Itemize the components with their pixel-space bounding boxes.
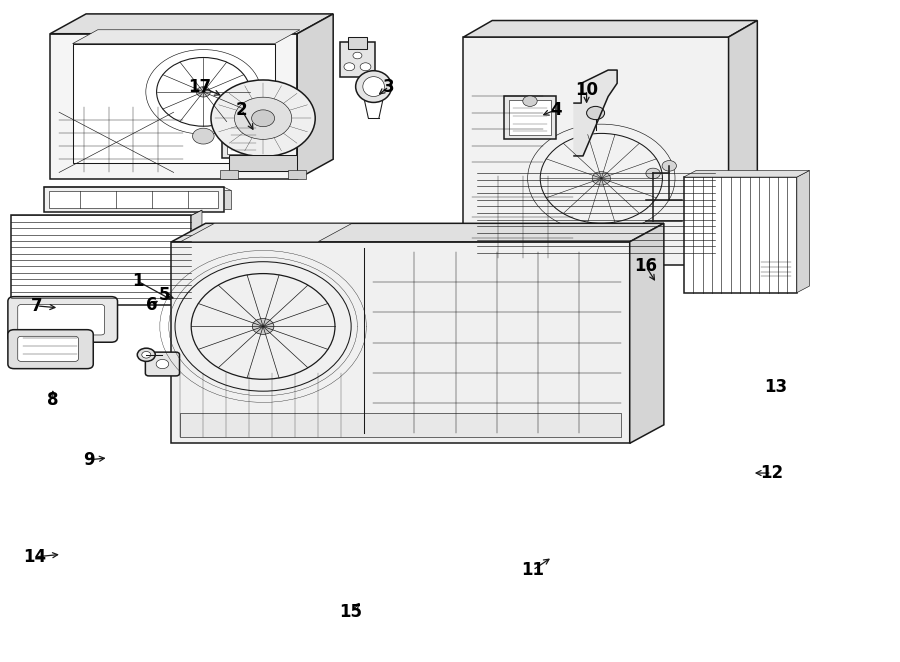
- Circle shape: [523, 96, 537, 107]
- Text: 11: 11: [521, 561, 544, 579]
- Bar: [752, 256, 801, 283]
- Polygon shape: [73, 30, 300, 44]
- Circle shape: [646, 168, 661, 179]
- Polygon shape: [73, 44, 274, 163]
- Polygon shape: [729, 21, 757, 265]
- Circle shape: [238, 113, 248, 120]
- Bar: [684, 177, 796, 293]
- Bar: [340, 42, 374, 77]
- Polygon shape: [297, 14, 333, 179]
- Ellipse shape: [363, 77, 384, 97]
- Circle shape: [344, 63, 355, 71]
- Bar: [227, 121, 259, 154]
- Polygon shape: [50, 34, 297, 179]
- Text: 14: 14: [23, 548, 47, 566]
- Bar: [757, 260, 796, 279]
- Text: 3: 3: [383, 77, 395, 95]
- Bar: [347, 37, 367, 49]
- FancyBboxPatch shape: [18, 305, 104, 335]
- Text: 15: 15: [339, 603, 363, 621]
- Bar: [288, 170, 306, 179]
- FancyBboxPatch shape: [742, 173, 800, 206]
- Bar: [509, 101, 551, 136]
- Circle shape: [360, 63, 371, 71]
- Text: 7: 7: [31, 297, 42, 315]
- Circle shape: [196, 87, 211, 97]
- Bar: [221, 117, 265, 158]
- Circle shape: [252, 110, 274, 126]
- Text: 4: 4: [550, 101, 562, 118]
- Circle shape: [252, 318, 274, 334]
- Circle shape: [234, 97, 292, 140]
- FancyBboxPatch shape: [8, 330, 94, 369]
- Bar: [765, 282, 788, 290]
- FancyBboxPatch shape: [18, 336, 78, 361]
- Bar: [220, 170, 238, 179]
- Bar: [50, 191, 218, 208]
- Text: 17: 17: [189, 77, 212, 95]
- Text: 16: 16: [634, 258, 657, 275]
- Bar: [12, 215, 191, 305]
- Polygon shape: [684, 171, 809, 177]
- Text: 1: 1: [132, 273, 144, 291]
- Text: 8: 8: [47, 391, 58, 409]
- Circle shape: [592, 171, 610, 185]
- Circle shape: [353, 52, 362, 59]
- Polygon shape: [180, 223, 352, 242]
- Circle shape: [662, 161, 677, 171]
- Bar: [223, 190, 230, 209]
- Text: 10: 10: [575, 81, 598, 99]
- FancyBboxPatch shape: [8, 297, 118, 342]
- Text: 2: 2: [236, 101, 248, 118]
- Circle shape: [587, 107, 605, 120]
- Circle shape: [193, 128, 214, 144]
- Ellipse shape: [356, 71, 392, 103]
- Polygon shape: [630, 223, 664, 444]
- Polygon shape: [464, 21, 757, 37]
- Text: 5: 5: [158, 286, 170, 304]
- Polygon shape: [50, 14, 333, 34]
- Bar: [229, 156, 297, 171]
- Polygon shape: [796, 171, 809, 293]
- Polygon shape: [574, 70, 617, 156]
- Bar: [230, 112, 256, 121]
- Bar: [180, 412, 621, 437]
- Polygon shape: [191, 210, 202, 305]
- Bar: [44, 187, 223, 212]
- Circle shape: [211, 80, 315, 157]
- Circle shape: [138, 348, 156, 361]
- Bar: [755, 181, 788, 198]
- Circle shape: [157, 359, 168, 369]
- Text: 6: 6: [146, 295, 158, 314]
- Bar: [504, 97, 556, 140]
- Polygon shape: [171, 242, 630, 444]
- Polygon shape: [171, 223, 664, 242]
- Circle shape: [142, 352, 151, 358]
- Polygon shape: [464, 37, 729, 265]
- FancyBboxPatch shape: [146, 352, 179, 376]
- Text: 13: 13: [764, 378, 787, 396]
- Text: 9: 9: [83, 451, 94, 469]
- Text: 12: 12: [760, 464, 783, 482]
- Circle shape: [764, 184, 778, 195]
